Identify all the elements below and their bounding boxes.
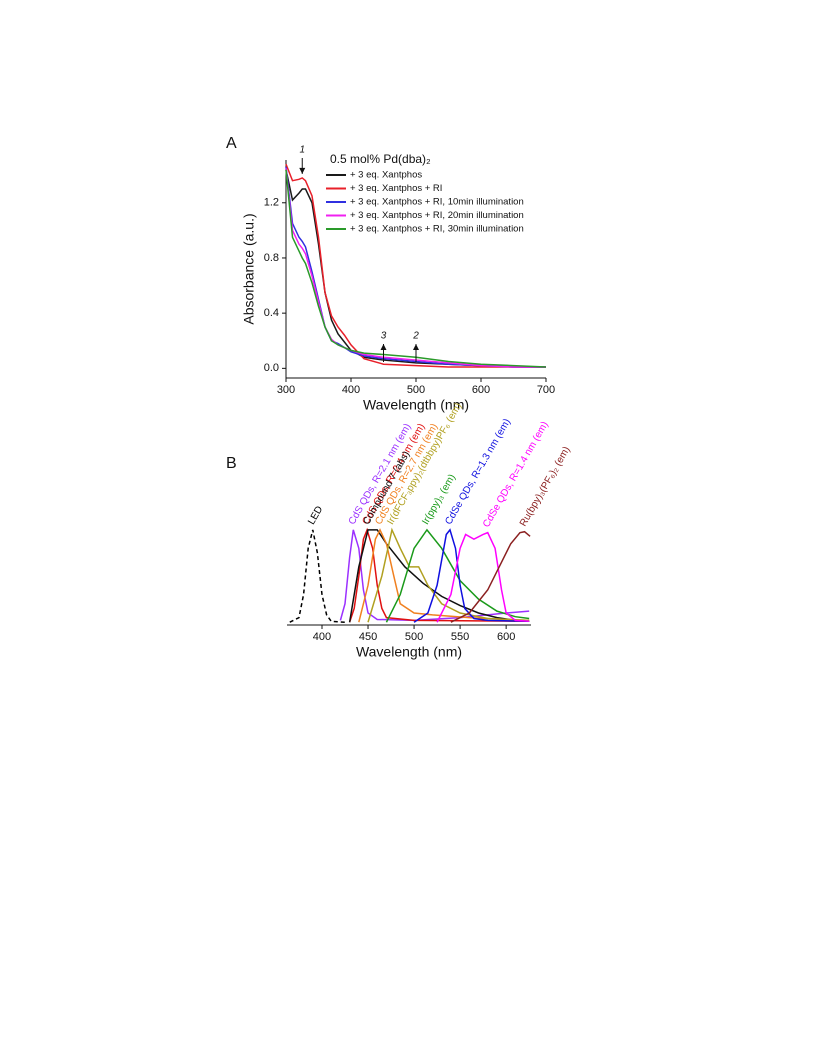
x-tick-label: 400 — [342, 384, 360, 396]
data-line — [367, 527, 530, 623]
y-tick-label: 0.8 — [264, 252, 279, 264]
data-line — [339, 529, 530, 622]
annotation-label: 3 — [381, 331, 387, 342]
panel-label: B — [226, 455, 237, 472]
annotation-arrowhead — [380, 344, 387, 350]
annotation-label: 1 — [299, 145, 305, 156]
series-label: CdSe QDs, R=1.3 nm (em) — [443, 417, 513, 527]
legend-label: + 3 eq. Xantphos + RI, 30min illuminatio… — [350, 224, 524, 235]
annotation-arrowhead — [299, 167, 306, 174]
annotation-arrowhead — [413, 344, 419, 350]
legend-label: + 3 eq. Xantphos — [350, 170, 422, 181]
x-tick-label: 500 — [407, 384, 425, 396]
legend-label: + 3 eq. Xantphos + RI, 10min illuminatio… — [350, 197, 524, 208]
data-line — [358, 528, 530, 623]
x-tick-label: 300 — [277, 384, 295, 396]
x-tick-label: 700 — [537, 384, 555, 396]
data-line — [450, 530, 531, 623]
data-line — [289, 529, 346, 623]
legend-title: 0.5 mol% Pd(dba)₂ — [330, 152, 431, 166]
x-axis-label: Wavelength (nm) — [363, 397, 469, 413]
legend-label: + 3 eq. Xantphos + RI, 20min illuminatio… — [350, 210, 524, 221]
data-line — [285, 163, 546, 368]
x-tick-label: 550 — [451, 631, 469, 643]
data-line — [413, 528, 530, 623]
x-tick-label: 400 — [313, 631, 331, 643]
x-tick-label: 600 — [472, 384, 490, 396]
x-tick-label: 450 — [359, 631, 377, 643]
y-tick-label: 1.2 — [264, 197, 279, 209]
annotation-label: 2 — [412, 331, 419, 342]
y-axis-label: Absorbance (a.u.) — [241, 213, 257, 324]
x-tick-label: 600 — [497, 631, 515, 643]
data-line — [436, 531, 530, 623]
x-axis-label: Wavelength (nm) — [356, 644, 462, 660]
data-line — [285, 169, 547, 368]
data-line — [348, 527, 530, 623]
series-label: LED — [306, 504, 325, 526]
y-tick-label: 0.4 — [264, 307, 279, 319]
panel-label: A — [226, 135, 237, 152]
x-tick-label: 500 — [405, 631, 423, 643]
legend-label: + 3 eq. Xantphos + RI — [350, 183, 442, 194]
data-line — [285, 166, 546, 368]
y-tick-label: 0.0 — [264, 362, 279, 374]
data-line — [348, 529, 530, 623]
